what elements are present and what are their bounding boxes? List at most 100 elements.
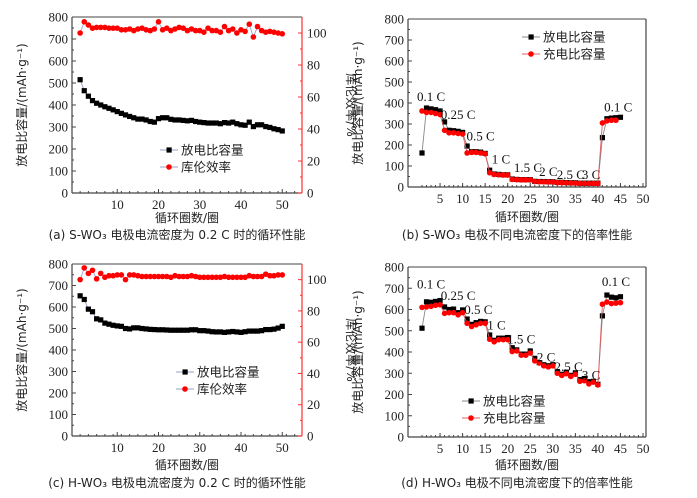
data-point-circle xyxy=(205,25,211,32)
data-point-square xyxy=(423,105,430,111)
data-point-square xyxy=(139,116,145,122)
data-point-circle xyxy=(586,180,592,187)
data-point-circle xyxy=(180,273,187,280)
data-point-circle xyxy=(151,273,158,280)
y-tick-label: 500 xyxy=(49,76,69,91)
data-point-square xyxy=(127,113,133,120)
data-point-circle xyxy=(491,339,497,345)
data-point-circle xyxy=(77,276,83,283)
data-point-circle xyxy=(577,378,583,385)
legend-label: 库伦效率 xyxy=(197,382,247,397)
data-point-square xyxy=(275,325,281,331)
data-point-square xyxy=(168,327,174,333)
data-point-circle xyxy=(234,274,240,281)
data-point-circle xyxy=(581,377,588,384)
rate-annotation: 0.1 C xyxy=(417,89,445,104)
data-point-square xyxy=(226,329,232,335)
y-tick-label: 600 xyxy=(49,300,69,315)
data-point-circle xyxy=(595,382,601,388)
legend-marker-circle xyxy=(468,415,474,421)
data-point-circle xyxy=(106,25,112,32)
data-point-circle xyxy=(279,31,286,37)
data-point-square xyxy=(604,292,610,298)
rate-annotation: 1 C xyxy=(487,318,505,333)
data-point-circle xyxy=(509,348,516,355)
data-point-square xyxy=(221,120,228,126)
data-point-square xyxy=(509,345,515,351)
data-point-circle xyxy=(590,180,597,187)
data-point-circle xyxy=(572,371,579,378)
data-point-circle xyxy=(568,373,574,380)
data-point-circle xyxy=(432,110,439,117)
data-point-circle xyxy=(423,109,430,116)
data-point-circle xyxy=(495,172,502,178)
y-right-tick-label: 0 xyxy=(307,429,314,444)
data-point-circle xyxy=(572,180,579,186)
data-point-square xyxy=(254,328,261,334)
rate-annotation: 2.5 C xyxy=(557,167,585,182)
data-point-square xyxy=(599,135,606,141)
data-point-circle xyxy=(118,272,125,278)
rate-annotation: 3 C xyxy=(582,167,600,182)
data-point-circle xyxy=(176,273,182,280)
y-axis-label: 放电比容量/(mAh·g⁻¹) xyxy=(14,43,29,167)
y-tick-label: 100 xyxy=(49,407,69,422)
data-point-square xyxy=(259,122,265,128)
x-tick-label: 10 xyxy=(111,197,124,212)
data-point-square xyxy=(259,328,265,334)
y-tick-label: 500 xyxy=(49,321,69,336)
data-point-circle xyxy=(495,336,502,343)
y-tick-label: 300 xyxy=(49,120,69,135)
data-point-square xyxy=(98,317,104,323)
y-tick-label: 200 xyxy=(49,142,69,157)
data-point-square xyxy=(110,107,116,113)
legend-marker-circle xyxy=(182,386,188,392)
data-point-circle xyxy=(432,302,439,309)
data-point-circle xyxy=(122,276,129,283)
data-point-circle xyxy=(504,336,511,343)
data-point-square xyxy=(437,108,443,114)
data-point-circle xyxy=(500,336,506,343)
x-tick-label: 35 xyxy=(569,191,582,206)
data-point-circle xyxy=(464,150,470,156)
data-point-square xyxy=(81,88,87,94)
data-point-square xyxy=(77,77,83,83)
data-point-square xyxy=(193,327,199,333)
data-point-square xyxy=(164,327,170,333)
y-right-tick-label: 80 xyxy=(307,303,320,318)
data-point-square xyxy=(217,329,223,335)
data-point-square xyxy=(213,329,219,335)
data-point-circle xyxy=(581,180,588,187)
data-point-circle xyxy=(559,372,565,379)
data-point-square xyxy=(131,115,137,121)
data-point-square xyxy=(279,128,285,134)
data-point-square xyxy=(419,325,425,331)
data-point-circle xyxy=(473,149,479,156)
data-point-square xyxy=(106,321,112,327)
x-tick-label: 20 xyxy=(501,441,514,456)
data-point-circle xyxy=(540,363,547,369)
legend-marker-circle xyxy=(166,164,172,170)
y-right-tick-label: 40 xyxy=(307,122,320,137)
data-point-square xyxy=(197,328,203,334)
data-point-circle xyxy=(459,131,466,137)
data-point-square xyxy=(176,327,182,333)
y-right-tick-label: 40 xyxy=(307,366,320,381)
y-tick-label: 300 xyxy=(385,117,405,132)
data-point-square xyxy=(151,326,157,333)
x-tick-label: 10 xyxy=(456,441,469,456)
legend-label: 库伦效率 xyxy=(181,160,231,175)
data-point-square xyxy=(238,122,244,128)
rate-annotation: 3 C xyxy=(582,368,600,383)
x-tick-label: 20 xyxy=(501,191,514,206)
data-point-square xyxy=(271,326,277,332)
data-point-square xyxy=(131,325,137,331)
data-point-circle xyxy=(468,149,475,156)
data-point-square xyxy=(450,306,457,312)
legend-marker-square xyxy=(182,369,188,375)
data-point-circle xyxy=(545,179,552,185)
data-point-square xyxy=(110,322,116,328)
y-tick-label: 300 xyxy=(49,364,69,379)
x-axis-label: 循环圈数/圈 xyxy=(495,457,559,472)
data-point-circle xyxy=(522,352,529,358)
